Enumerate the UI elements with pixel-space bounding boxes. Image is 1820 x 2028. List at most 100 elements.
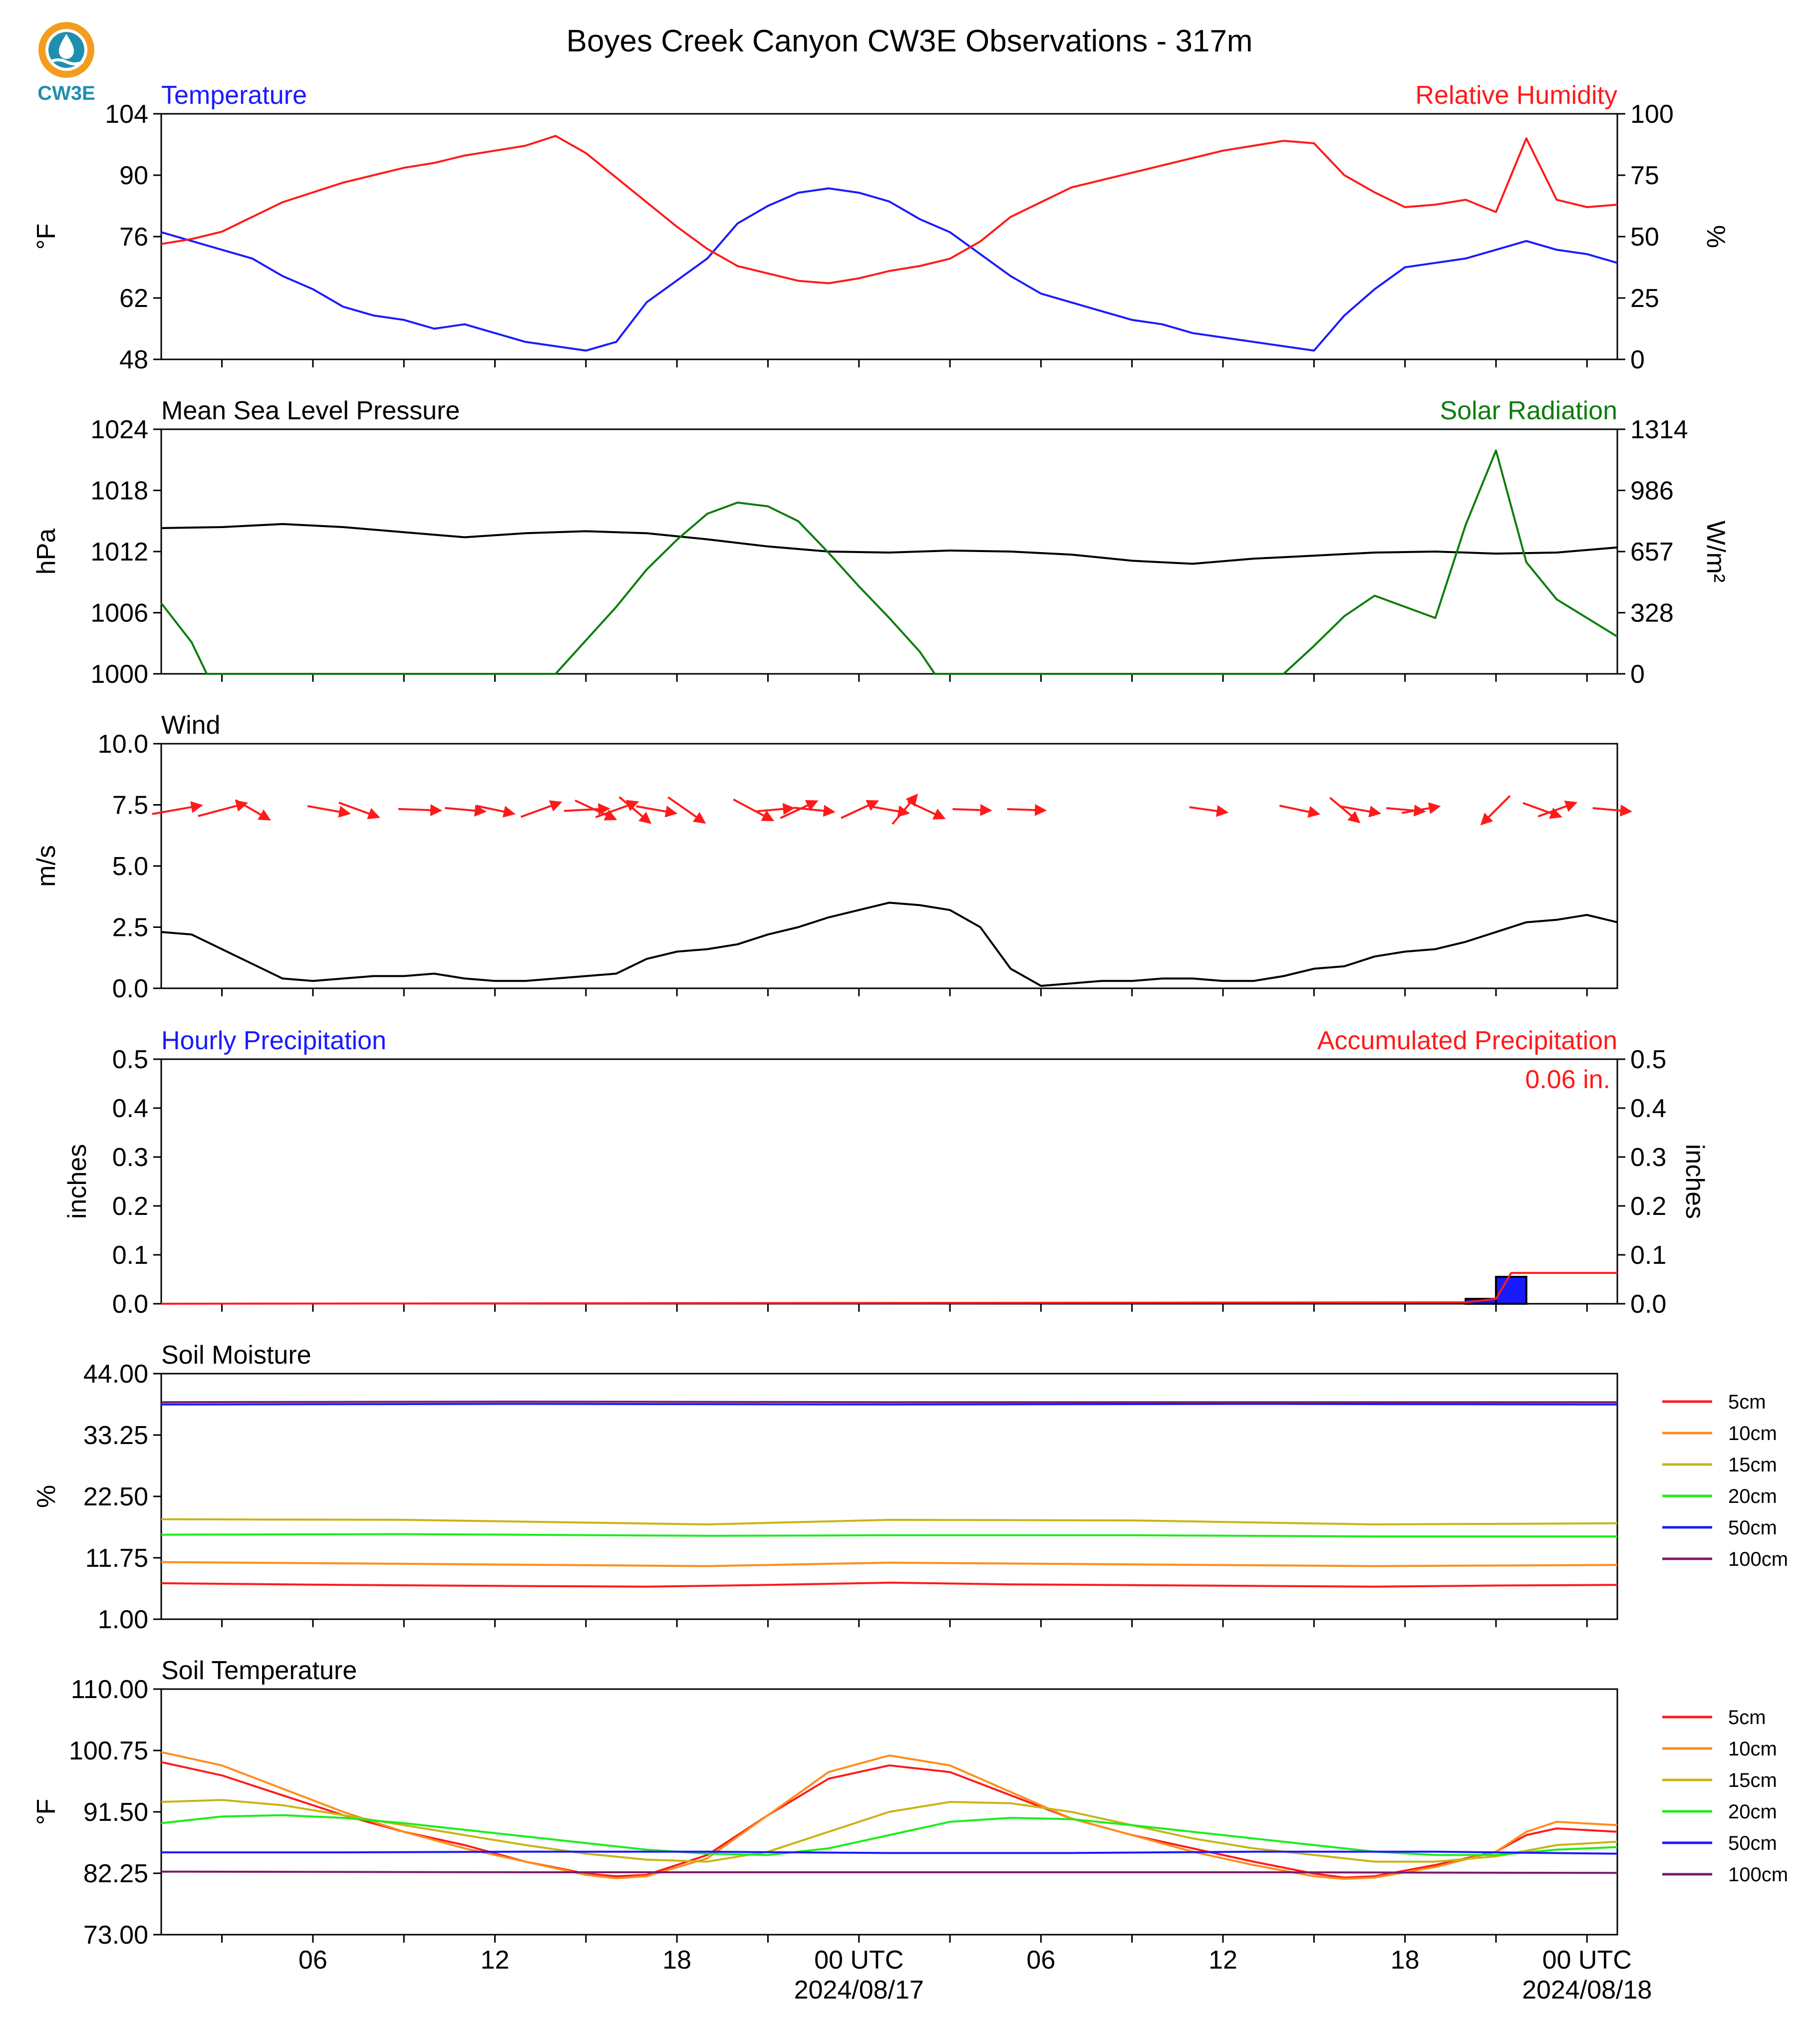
wind-left-tick-label: 0.0 <box>112 974 148 1003</box>
soil_moisture-left-tick-label: 33.25 <box>83 1421 148 1450</box>
soil_temperature-left-tick-label: 110.00 <box>71 1675 148 1704</box>
precip-left-unit: inches <box>63 1144 92 1219</box>
wind-arrow <box>338 802 380 820</box>
time-tick-label: 00 UTC <box>1542 1946 1632 1975</box>
series-accumulated-precipitation <box>161 1272 1617 1305</box>
soil-moisture-line-5cm <box>161 1581 1618 1588</box>
wind-arrow <box>564 803 610 815</box>
pressure-left-tick-label: 1024 <box>90 415 148 444</box>
series-temperature <box>161 187 1618 352</box>
time-tick-label: 12 <box>1209 1946 1237 1975</box>
wind-arrow <box>618 796 652 824</box>
soil_moisture-left-tick-label: 22.50 <box>83 1482 148 1511</box>
panel-pressure <box>153 428 1625 682</box>
time-tick-label: 18 <box>662 1946 691 1975</box>
soil_moisture-legend-label: 50cm <box>1728 1517 1777 1539</box>
series-wind-speed <box>161 901 1618 987</box>
wind-left-tick-label: 7.5 <box>112 791 148 820</box>
precip-right-tick-label: 0.3 <box>1630 1143 1666 1172</box>
temperature-left-title: Temperature <box>161 81 307 110</box>
panel-frame-precip <box>160 1058 1618 1305</box>
time-tick-label: 06 <box>299 1946 327 1975</box>
soil_temperature-legend-label: 100cm <box>1728 1864 1788 1886</box>
precip-right-tick-label: 0.5 <box>1630 1045 1666 1074</box>
series-mean-sea-level-pressure <box>161 523 1618 565</box>
wind-arrow <box>755 803 795 815</box>
panel-frame-temperature <box>160 113 1618 360</box>
series-relative-humidity <box>161 135 1618 285</box>
pressure-right-tick-label: 986 <box>1630 477 1674 506</box>
precip-left-tick-label: 0.3 <box>112 1143 148 1172</box>
wind-arrow <box>840 800 879 819</box>
panel-precip <box>153 1058 1625 1312</box>
wind-arrow <box>733 798 775 822</box>
pressure-left-tick-label: 1006 <box>90 599 148 628</box>
precip-bar <box>1495 1276 1527 1305</box>
pressure-left-title: Mean Sea Level Pressure <box>161 396 460 425</box>
soil_moisture-legend-label: 5cm <box>1728 1391 1766 1413</box>
soil-moisture-line-20cm <box>161 1533 1617 1538</box>
precip-right-tick-label: 0.2 <box>1630 1192 1666 1221</box>
precip-right-tick-label: 0.1 <box>1630 1241 1666 1270</box>
pressure-left-unit: hPa <box>32 529 61 575</box>
temperature-right-tick-label: 25 <box>1630 284 1659 313</box>
precip-right-unit: inches <box>1680 1144 1709 1219</box>
soil_temperature-legend-label: 15cm <box>1728 1769 1777 1791</box>
chart-title: Boyes Creek Canyon CW3E Observations - 3… <box>567 24 1253 58</box>
soil_temperature-left-unit: °F <box>32 1799 61 1825</box>
soil_temperature-legend-label: 5cm <box>1728 1707 1766 1729</box>
wind-arrow <box>1401 802 1441 814</box>
wind-arrow <box>1189 805 1229 817</box>
soil_temperature-left-tick-label: 91.50 <box>83 1798 148 1827</box>
panel-temperature <box>153 113 1625 367</box>
soil-moisture-line-50cm <box>161 1403 1618 1406</box>
temperature-right-tick-label: 100 <box>1630 100 1674 129</box>
wind-arrow <box>667 796 706 824</box>
cw3e-logo: CW3E <box>37 22 95 104</box>
precip-left-tick-label: 0.4 <box>112 1094 148 1123</box>
soil_temperature-legend-label: 50cm <box>1728 1832 1777 1854</box>
wind-arrow <box>1592 804 1632 817</box>
pressure-left-tick-label: 1012 <box>90 538 148 567</box>
soil-temp-line-15cm <box>161 1799 1618 1863</box>
time-tick-label: 06 <box>1026 1946 1055 1975</box>
soil_moisture-left-tick-label: 44.00 <box>83 1360 148 1389</box>
wind-arrow <box>636 805 678 818</box>
logo-wave-icon <box>49 58 84 65</box>
soil_temperature-left-title: Soil Temperature <box>161 1656 357 1685</box>
soil_moisture-legend-label: 15cm <box>1728 1454 1777 1476</box>
temperature-left-tick-label: 48 <box>119 345 148 374</box>
soil_moisture-legend-label: 10cm <box>1728 1423 1777 1445</box>
temperature-right-tick-label: 0 <box>1630 345 1645 374</box>
date-label: 2024/08/17 <box>794 1976 924 2005</box>
wind-arrow <box>1340 805 1382 818</box>
precip-right-tick-label: 0.0 <box>1630 1290 1666 1319</box>
precip-left-tick-label: 0.5 <box>112 1045 148 1074</box>
date-label: 2024/08/18 <box>1522 1976 1652 2005</box>
wind-arrow <box>892 793 918 825</box>
soil_temperature-left-tick-label: 82.25 <box>83 1859 148 1888</box>
wind-arrow <box>476 805 516 818</box>
logo-text: CW3E <box>37 82 95 104</box>
soil_moisture-legend-label: 20cm <box>1728 1485 1777 1507</box>
soil_moisture-left-tick-label: 1.00 <box>98 1605 148 1634</box>
soil_temperature-legend-label: 20cm <box>1728 1801 1777 1823</box>
wind-arrow <box>575 799 617 821</box>
wind-arrow <box>152 801 203 815</box>
soil-temp-line-10cm <box>161 1751 1618 1880</box>
soil_temperature-left-tick-label: 73.00 <box>83 1921 148 1950</box>
temperature-left-tick-label: 104 <box>105 100 148 129</box>
soil_temperature-legend-label: 10cm <box>1728 1738 1777 1760</box>
precip-right-tick-label: 0.4 <box>1630 1094 1666 1123</box>
wind-left-tick-label: 10.0 <box>98 730 148 759</box>
wind-arrow <box>793 805 836 817</box>
wind-arrow <box>445 805 487 817</box>
precip-left-tick-label: 0.1 <box>112 1241 148 1270</box>
wind-arrow <box>1537 801 1578 818</box>
wind-arrow <box>952 804 992 816</box>
temperature-left-tick-label: 76 <box>119 223 148 252</box>
soil-temp-line-5cm <box>161 1761 1618 1879</box>
precip-left-tick-label: 0.2 <box>112 1192 148 1221</box>
temperature-right-tick-label: 50 <box>1630 223 1659 252</box>
